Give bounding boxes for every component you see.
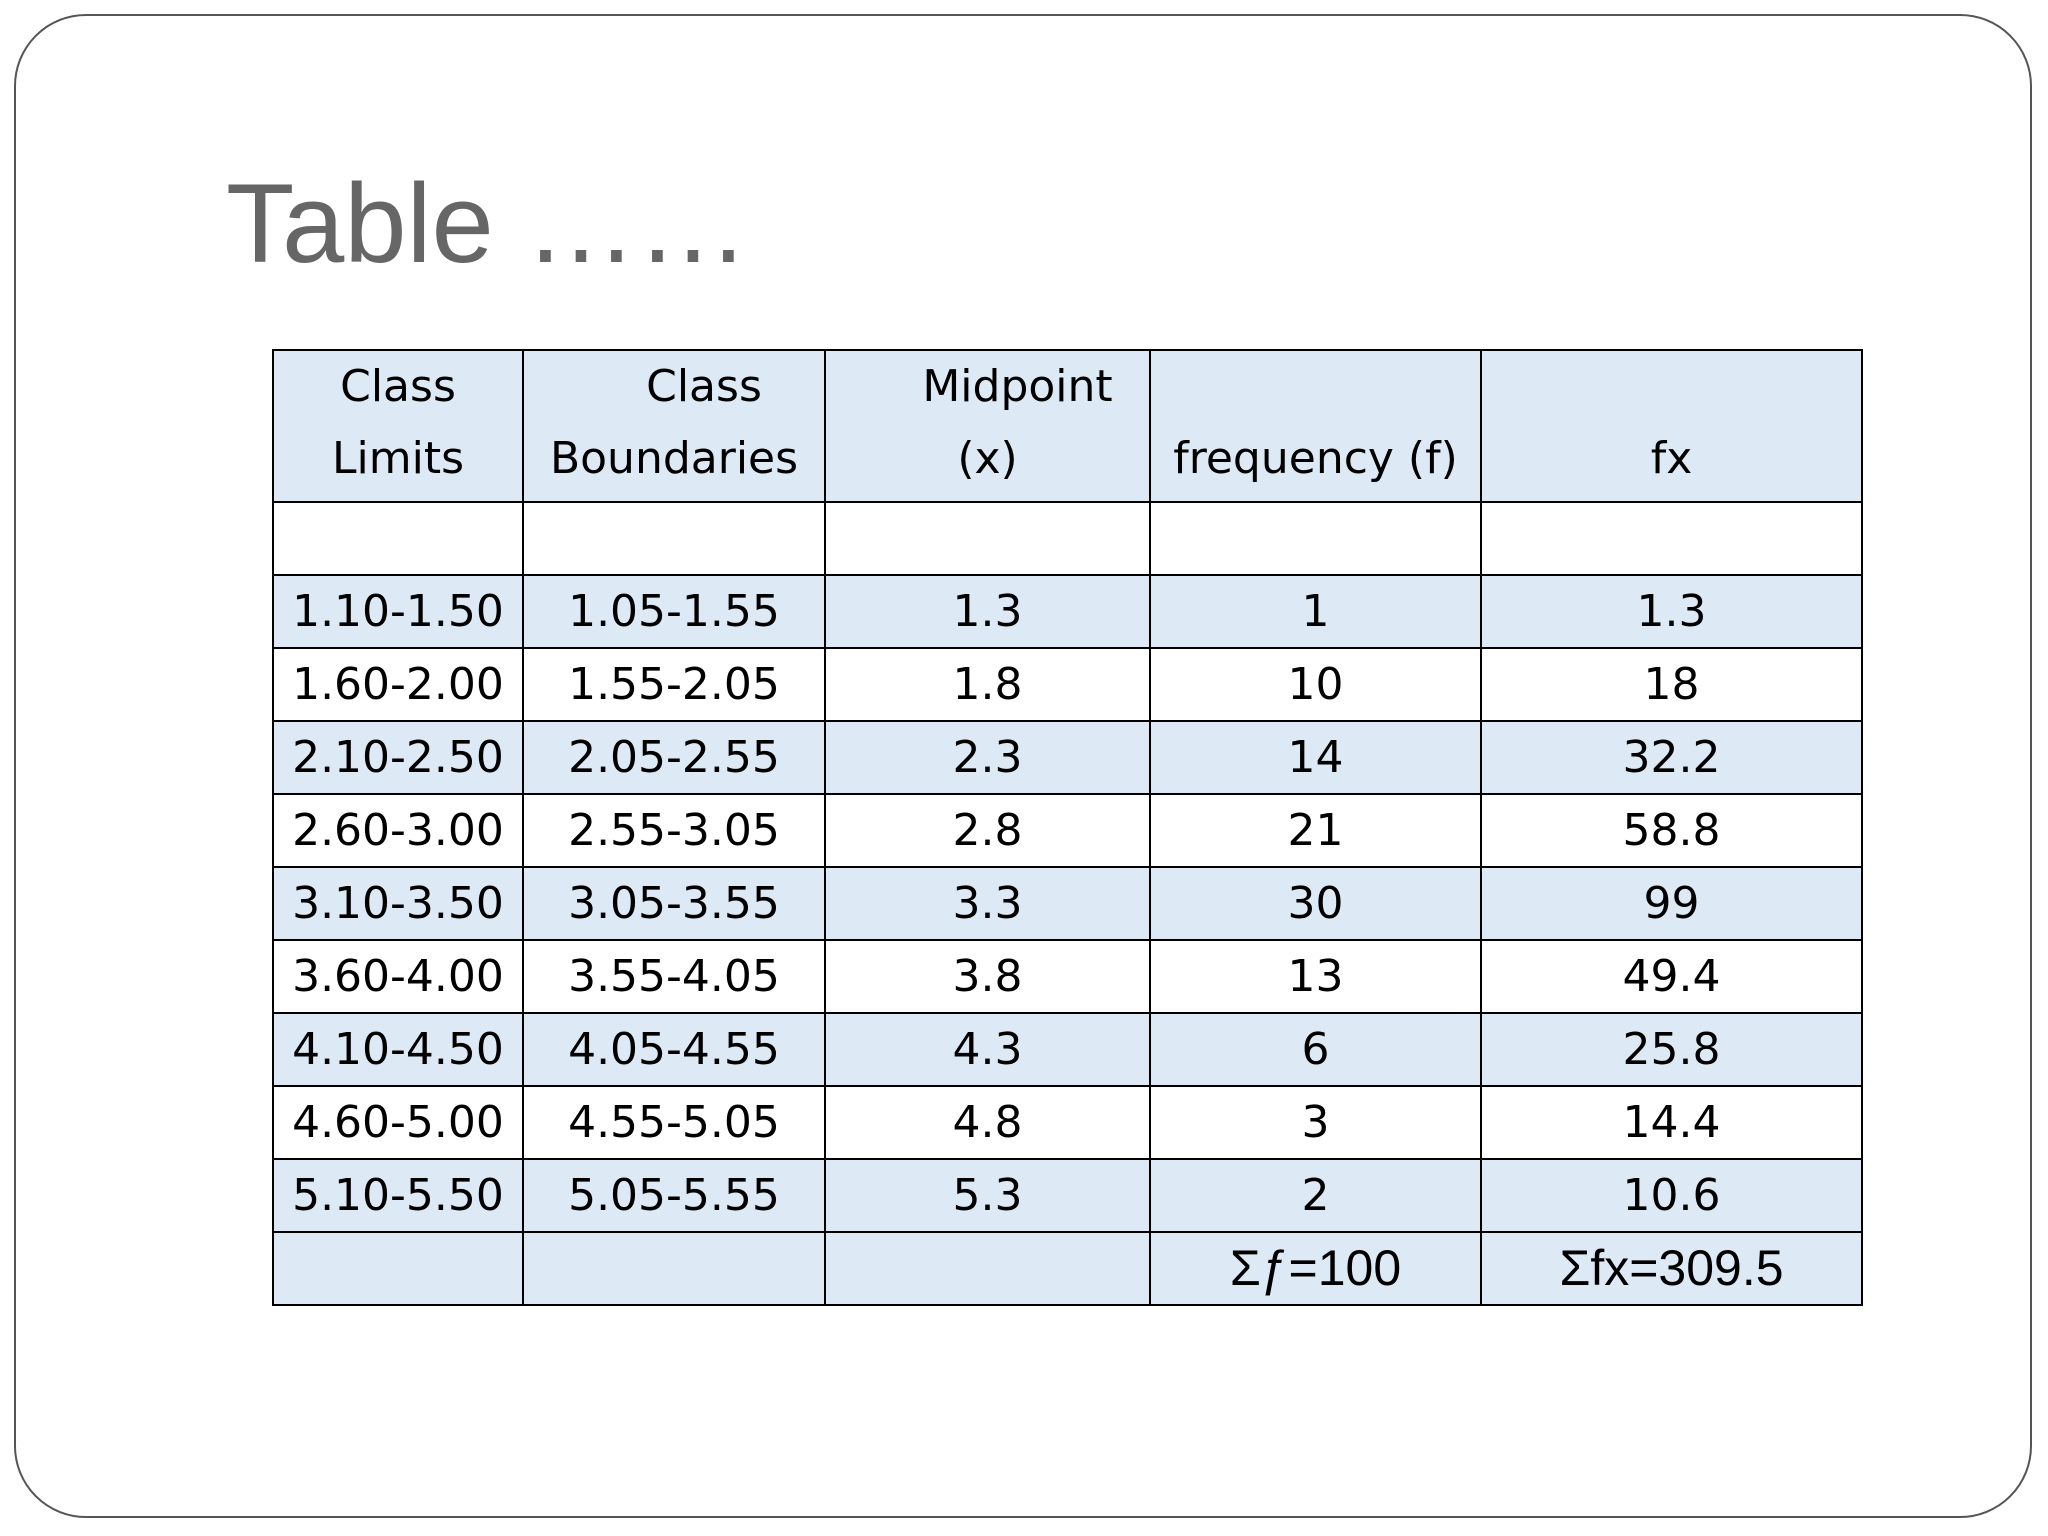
table-cell: 32.2 bbox=[1480, 720, 1863, 795]
table-cell bbox=[824, 501, 1151, 576]
table-cell: 2.3 bbox=[824, 720, 1151, 795]
table-cell: 4.60-5.00 bbox=[272, 1085, 524, 1160]
sum-frequency: Σƒ=100 bbox=[1149, 1231, 1482, 1306]
table-cell: 6 bbox=[1149, 1012, 1482, 1087]
table-cell: 3.8 bbox=[824, 939, 1151, 1014]
header-class-limits: Class Limits bbox=[272, 349, 524, 503]
table-cell: 21 bbox=[1149, 793, 1482, 868]
table-cell: 4.3 bbox=[824, 1012, 1151, 1087]
header-line: fx bbox=[1650, 433, 1693, 484]
table-cell: 3.55-4.05 bbox=[522, 939, 826, 1014]
table-cell: 4.55-5.05 bbox=[522, 1085, 826, 1160]
table-cell bbox=[272, 501, 524, 576]
table-cell: 4.10-4.50 bbox=[272, 1012, 524, 1087]
table-cell: 10.6 bbox=[1480, 1158, 1863, 1233]
table-row: 4.60-5.00 4.55-5.05 4.8 3 14.4 bbox=[272, 1085, 1863, 1160]
table-cell: 5.10-5.50 bbox=[272, 1158, 524, 1233]
table-cell: 58.8 bbox=[1480, 793, 1863, 868]
table-cell: 1.55-2.05 bbox=[522, 647, 826, 722]
header-class-boundaries: Class Boundaries bbox=[522, 349, 826, 503]
table-cell: 1.60-2.00 bbox=[272, 647, 524, 722]
table-cell: 5.05-5.55 bbox=[522, 1158, 826, 1233]
table-cell: 1.10-1.50 bbox=[272, 574, 524, 649]
header-line: Limits bbox=[332, 433, 464, 484]
header-line: ​ bbox=[1492, 351, 1851, 423]
table-cell: 1.3 bbox=[1480, 574, 1863, 649]
table-cell: 25.8 bbox=[1480, 1012, 1863, 1087]
table-cell: 3 bbox=[1149, 1085, 1482, 1160]
header-line: frequency (f) bbox=[1173, 433, 1458, 484]
table-cell: 14.4 bbox=[1480, 1085, 1863, 1160]
table-cell: 18 bbox=[1480, 647, 1863, 722]
header-line: (x) bbox=[957, 433, 1018, 484]
table-cell: 1.05-1.55 bbox=[522, 574, 826, 649]
table-cell: 14 bbox=[1149, 720, 1482, 795]
table-row: 3.10-3.50 3.05-3.55 3.3 30 99 bbox=[272, 866, 1863, 941]
table-cell bbox=[824, 1231, 1151, 1306]
table-cell bbox=[1149, 501, 1482, 576]
header-line: Boundaries bbox=[549, 433, 799, 484]
table-cell: 2 bbox=[1149, 1158, 1482, 1233]
header-frequency: ​ frequency (f) bbox=[1149, 349, 1482, 503]
header-midpoint: Midpoint (x) bbox=[824, 349, 1151, 503]
table-cell: 1 bbox=[1149, 574, 1482, 649]
table-cell: 99 bbox=[1480, 866, 1863, 941]
frequency-distribution-table: Class Limits Class Boundaries Midpoint (… bbox=[272, 349, 1863, 1306]
header-fx: ​ fx bbox=[1480, 349, 1863, 503]
header-line: ​ bbox=[1161, 351, 1470, 423]
table-blank-row bbox=[272, 501, 1863, 576]
table-cell bbox=[1480, 501, 1863, 576]
table-row: 4.10-4.50 4.05-4.55 4.3 6 25.8 bbox=[272, 1012, 1863, 1087]
sum-fx: Σfx=309.5 bbox=[1480, 1231, 1863, 1306]
table-row: 2.10-2.50 2.05-2.55 2.3 14 32.2 bbox=[272, 720, 1863, 795]
table-totals-row: Σƒ=100 Σfx=309.5 bbox=[272, 1231, 1863, 1306]
table-row: 2.60-3.00 2.55-3.05 2.8 21 58.8 bbox=[272, 793, 1863, 868]
table-cell: 2.55-3.05 bbox=[522, 793, 826, 868]
table-row: 5.10-5.50 5.05-5.55 5.3 2 10.6 bbox=[272, 1158, 1863, 1233]
slide-title: Table …… bbox=[226, 161, 749, 286]
table-cell: 3.3 bbox=[824, 866, 1151, 941]
table-cell: 49.4 bbox=[1480, 939, 1863, 1014]
table-cell: 2.60-3.00 bbox=[272, 793, 524, 868]
table-cell: 30 bbox=[1149, 866, 1482, 941]
table-cell bbox=[522, 501, 826, 576]
table-cell: 5.3 bbox=[824, 1158, 1151, 1233]
table-cell: 4.05-4.55 bbox=[522, 1012, 826, 1087]
table-cell: 3.60-4.00 bbox=[272, 939, 524, 1014]
header-line: Class bbox=[340, 361, 456, 412]
table-row: 1.60-2.00 1.55-2.05 1.8 10 18 bbox=[272, 647, 1863, 722]
table-cell: 2.05-2.55 bbox=[522, 720, 826, 795]
table-row: 1.10-1.50 1.05-1.55 1.3 1 1.3 bbox=[272, 574, 1863, 649]
table-cell bbox=[522, 1231, 826, 1306]
table-cell: 4.8 bbox=[824, 1085, 1151, 1160]
table-cell: 1.3 bbox=[824, 574, 1151, 649]
table-cell: 10 bbox=[1149, 647, 1482, 722]
table-header-row: Class Limits Class Boundaries Midpoint (… bbox=[272, 349, 1863, 503]
header-line: Class bbox=[646, 361, 762, 412]
table-cell: 13 bbox=[1149, 939, 1482, 1014]
table-cell: 1.8 bbox=[824, 647, 1151, 722]
table-cell: 3.05-3.55 bbox=[522, 866, 826, 941]
table-cell: 3.10-3.50 bbox=[272, 866, 524, 941]
table-row: 3.60-4.00 3.55-4.05 3.8 13 49.4 bbox=[272, 939, 1863, 1014]
table-cell: 2.10-2.50 bbox=[272, 720, 524, 795]
table-cell: 2.8 bbox=[824, 793, 1151, 868]
header-line: Midpoint bbox=[922, 361, 1113, 412]
table-cell bbox=[272, 1231, 524, 1306]
